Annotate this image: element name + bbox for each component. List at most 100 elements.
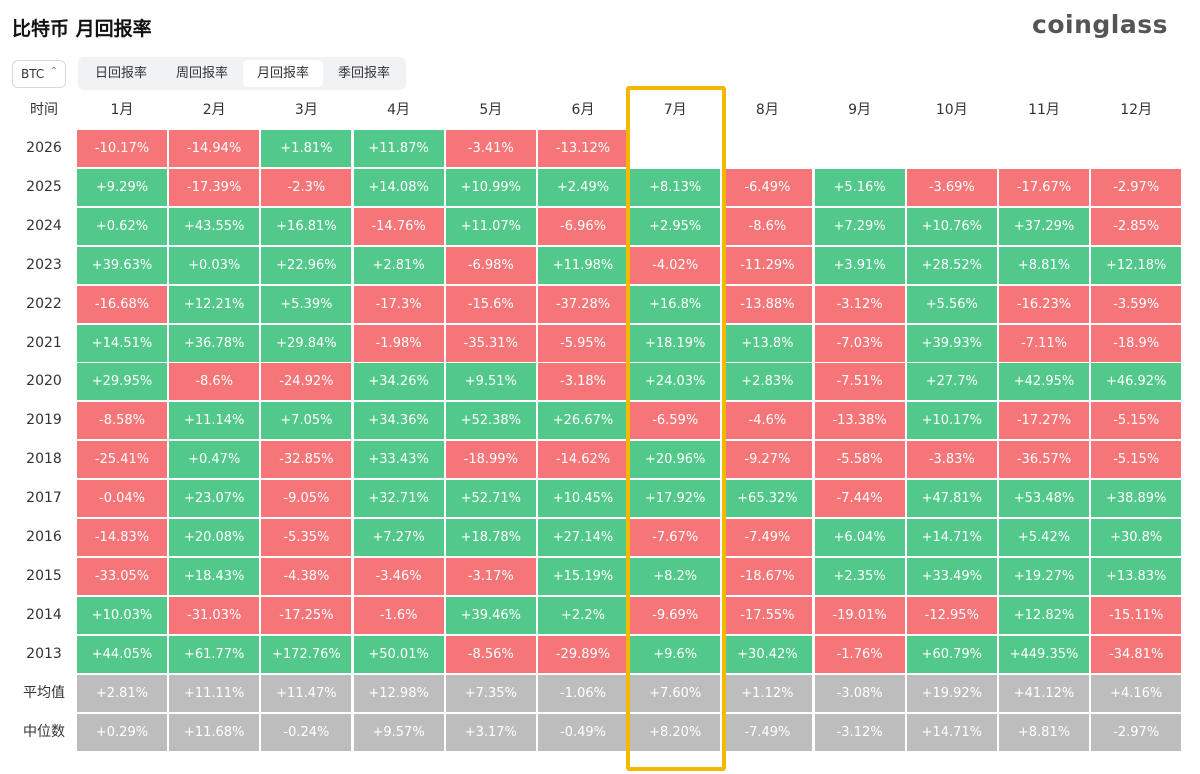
return-cell: -12.95%	[906, 596, 997, 634]
return-cell: -9.27%	[722, 441, 813, 479]
return-cell: -17.39%	[169, 168, 260, 206]
row-label: 2017	[26, 490, 62, 507]
return-cell: +14.51%	[77, 324, 167, 362]
return-cell: +2.81%	[353, 246, 444, 284]
return-cell: +39.63%	[77, 246, 167, 284]
return-cell: +13.83%	[1091, 557, 1182, 595]
coin-select[interactable]: BTC	[12, 59, 66, 88]
column-header: 11月	[1028, 102, 1060, 118]
return-cell: +7.60%	[630, 674, 721, 712]
return-cell: -35.31%	[445, 324, 536, 362]
return-cell: +11.98%	[538, 246, 628, 284]
return-cell: +2.95%	[630, 207, 721, 245]
return-cell: +14.08%	[353, 168, 444, 206]
return-cell: +1.12%	[722, 674, 813, 712]
return-cell: -14.83%	[77, 519, 167, 556]
return-cell: -5.15%	[1091, 402, 1182, 440]
return-cell: +36.78%	[169, 324, 260, 362]
return-cell: +10.03%	[77, 596, 167, 634]
return-cell: -2.85%	[1091, 207, 1182, 245]
return-cell: -37.28%	[538, 285, 628, 323]
return-cell: -8.6%	[169, 363, 260, 401]
tab[interactable]: 周回报率	[175, 66, 228, 81]
return-cell: -36.57%	[999, 441, 1089, 479]
return-cell: +13.8%	[722, 324, 813, 362]
return-cell: +15.19%	[538, 557, 628, 595]
return-cell: +10.76%	[906, 207, 997, 245]
return-cell: +8.20%	[630, 713, 721, 751]
return-cell: +24.03%	[630, 363, 721, 401]
row-label: 2026	[26, 140, 62, 156]
return-cell: +60.79%	[906, 635, 997, 673]
return-cell: +27.14%	[538, 519, 628, 556]
return-cell: +37.29%	[999, 207, 1089, 245]
return-cell: +33.43%	[353, 441, 444, 479]
return-cell: +3.17%	[445, 713, 536, 751]
return-cell: +11.47%	[261, 674, 352, 712]
column-header: 10月	[935, 102, 968, 118]
return-cell: +20.96%	[630, 441, 721, 479]
tab[interactable]: 月回报率	[243, 60, 323, 87]
return-cell: +39.46%	[445, 596, 536, 634]
return-cell: -1.98%	[353, 324, 444, 362]
return-cell: +30.42%	[722, 635, 813, 673]
return-cell: -5.15%	[1091, 441, 1182, 479]
row-label: 2023	[26, 256, 62, 273]
return-cell: +7.29%	[814, 207, 905, 245]
return-cell: +0.47%	[169, 441, 260, 479]
row-label: 2020	[26, 373, 62, 390]
return-cell: +23.07%	[169, 480, 260, 518]
return-cell: -7.49%	[722, 519, 813, 556]
return-cell: +12.82%	[999, 596, 1089, 634]
return-cell: +6.04%	[814, 519, 905, 556]
return-cell: -6.49%	[722, 168, 813, 206]
return-cell: -6.96%	[538, 207, 628, 245]
return-cell: -17.55%	[722, 596, 813, 634]
return-cell: -14.62%	[538, 441, 628, 479]
return-cell: -3.08%	[814, 674, 905, 712]
column-header: 时间	[30, 102, 58, 118]
row-label: 2016	[26, 529, 62, 545]
return-cell: +10.99%	[445, 168, 536, 206]
return-cell: -31.03%	[169, 596, 260, 634]
return-cell: -14.76%	[353, 207, 444, 245]
return-cell: -24.92%	[261, 363, 352, 401]
row-label: 中位数	[23, 723, 65, 740]
return-cell: +5.16%	[814, 168, 905, 206]
return-cell: +30.8%	[1091, 519, 1182, 556]
return-cell: -8.6%	[722, 207, 813, 245]
return-cell: -3.41%	[445, 130, 536, 167]
return-cell: +50.01%	[353, 635, 444, 673]
return-cell: +9.51%	[445, 363, 536, 401]
return-cell: -18.9%	[1091, 324, 1182, 362]
return-cell: +0.03%	[169, 246, 260, 284]
return-cell: -13.88%	[722, 285, 813, 323]
column-header: 6月	[571, 102, 595, 118]
tab[interactable]: 日回报率	[94, 66, 147, 81]
tab[interactable]: 季回报率	[337, 66, 390, 81]
return-cell: +17.92%	[630, 480, 721, 518]
return-cell: -6.98%	[445, 246, 536, 284]
return-cell: +47.81%	[906, 480, 997, 518]
return-cell: -3.59%	[1091, 285, 1182, 323]
return-cell: -15.11%	[1091, 596, 1182, 634]
row-label: 2021	[26, 334, 62, 351]
column-header: 2月	[202, 102, 226, 118]
return-cell: -17.3%	[353, 285, 444, 323]
return-cell: -5.58%	[814, 441, 905, 479]
return-cell: -9.69%	[630, 596, 721, 634]
return-cell: +44.05%	[77, 635, 167, 673]
column-header: 5月	[479, 102, 503, 118]
return-cell: +8.81%	[999, 246, 1089, 284]
return-cell: -6.59%	[630, 402, 721, 440]
return-cell: +7.35%	[445, 674, 536, 712]
row-label: 2022	[26, 295, 62, 312]
row-label: 2025	[26, 178, 62, 195]
return-cell: -7.44%	[814, 480, 905, 518]
return-cell: +41.12%	[999, 674, 1089, 712]
return-cell: -0.04%	[77, 480, 167, 518]
return-cell: -8.56%	[445, 635, 536, 673]
return-cell: +11.87%	[353, 130, 444, 167]
return-cell: -10.17%	[77, 130, 167, 167]
